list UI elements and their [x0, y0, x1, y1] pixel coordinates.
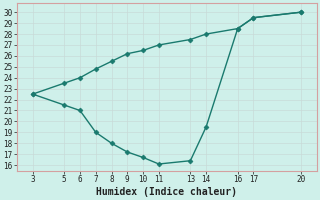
X-axis label: Humidex (Indice chaleur): Humidex (Indice chaleur)	[96, 186, 237, 197]
